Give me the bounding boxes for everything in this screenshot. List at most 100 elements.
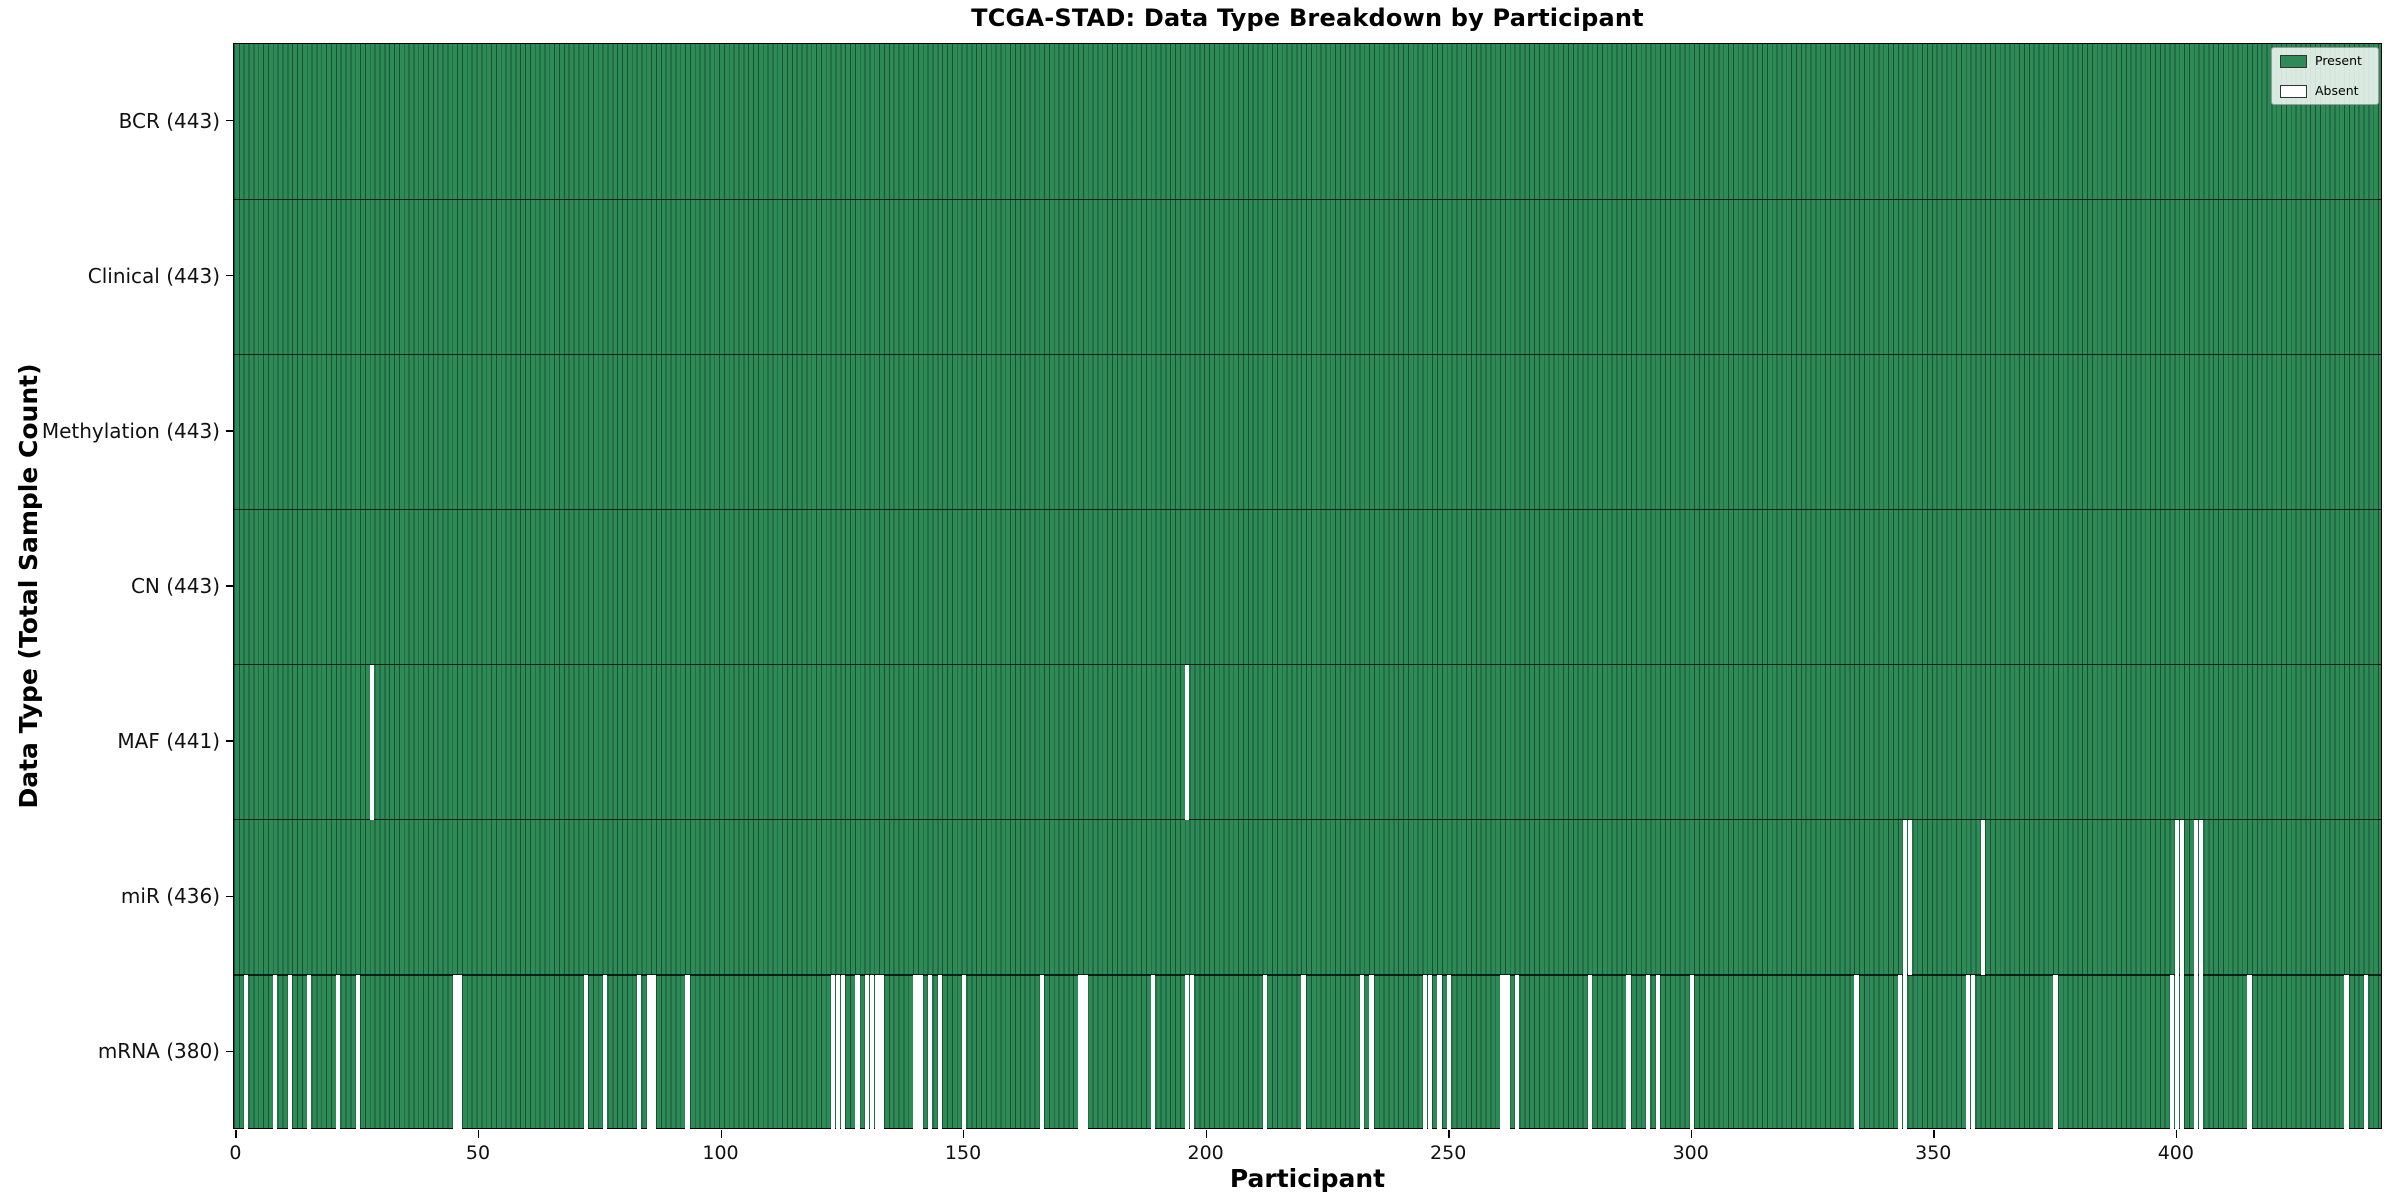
absent-bar: [287, 974, 292, 1130]
y-tick-mark: [226, 430, 234, 432]
absent-bar: [2053, 974, 2058, 1130]
absent-bar: [1505, 974, 1510, 1130]
y-tick-mark: [226, 119, 234, 122]
absent-bar: [2198, 974, 2204, 1130]
absent-bar: [2174, 974, 2179, 1130]
absent-bar: [2344, 974, 2349, 1130]
absent-bar: [2179, 819, 2184, 975]
absent-bar: [2198, 819, 2204, 975]
absent-bar: [869, 974, 875, 1130]
legend-label: Absent: [2315, 83, 2359, 99]
y-tick-mark: [226, 1050, 234, 1053]
legend-entry: Absent: [2280, 85, 2370, 98]
absent-bar: [355, 974, 360, 1130]
y-tick-label-BCR: BCR (443): [118, 108, 220, 133]
x-tick-mark: [1933, 1130, 1935, 1138]
x-tick-label: 300: [1672, 1142, 1709, 1164]
absent-bar: [840, 974, 845, 1130]
row-separator: [234, 508, 2381, 511]
y-tick-label-miR: miR (436): [120, 884, 220, 909]
x-tick-label: 0: [229, 1142, 242, 1164]
y-tick-mark: [226, 895, 234, 897]
absent-bar: [830, 974, 836, 1130]
absent-bar: [1422, 974, 1428, 1130]
legend-label: Present: [2315, 53, 2362, 69]
absent-bar: [1500, 974, 1505, 1130]
absent-bar: [1185, 664, 1190, 820]
absent-bar: [1587, 974, 1593, 1130]
absent-bar: [1083, 974, 1088, 1130]
legend-swatch-icon: [2280, 55, 2307, 68]
x-tick-mark: [1205, 1130, 1208, 1138]
row-separator: [234, 663, 2381, 666]
x-axis-label: Participant: [1229, 1164, 1386, 1193]
absent-bar: [1980, 819, 1985, 975]
absent-bar: [651, 974, 656, 1130]
absent-bar: [1898, 974, 1903, 1130]
y-tick-label-mRNA: mRNA (380): [97, 1039, 220, 1064]
y-tick-label-MAF: MAF (441): [117, 729, 220, 754]
absent-bar: [2169, 974, 2175, 1130]
row-separator: [234, 198, 2381, 200]
absent-bar: [2194, 974, 2199, 1130]
absent-bar: [1902, 819, 1908, 975]
absent-bar: [1655, 974, 1660, 1130]
absent-bar: [1514, 974, 1520, 1130]
legend-entry: Present: [2280, 55, 2370, 68]
absent-bar: [855, 974, 860, 1130]
x-tick-mark: [963, 1130, 965, 1138]
absent-bar: [1437, 974, 1442, 1130]
absent-bar: [864, 974, 870, 1130]
x-tick-label: 150: [944, 1142, 982, 1164]
absent-bar: [1970, 974, 1976, 1130]
absent-bar: [1078, 974, 1083, 1130]
absent-bar: [457, 974, 462, 1130]
absent-bar: [937, 974, 942, 1130]
absent-bar: [835, 974, 841, 1130]
x-tick-label: 350: [1915, 1142, 1952, 1164]
plot-area: [233, 43, 2382, 1130]
x-tick-label: 250: [1430, 1142, 1467, 1164]
y-tick-mark: [226, 740, 234, 742]
absent-bar: [1447, 974, 1452, 1130]
absent-bar: [1645, 974, 1651, 1130]
y-tick-label-Methylation: Methylation (443): [41, 418, 220, 443]
absent-bar: [2194, 819, 2199, 975]
absent-bar: [452, 974, 457, 1130]
y-tick-mark: [226, 585, 234, 587]
absent-bar: [273, 974, 278, 1130]
y-tick-mark: [226, 275, 234, 277]
absent-bar: [2247, 974, 2252, 1130]
absent-bar: [1262, 974, 1267, 1130]
absent-bar: [1039, 974, 1044, 1130]
x-tick-mark: [1448, 1130, 1450, 1138]
x-tick-label: 200: [1187, 1142, 1224, 1164]
x-tick-mark: [477, 1130, 480, 1138]
x-tick-mark: [720, 1130, 722, 1138]
y-axis-label-text: Data Type (Total Sample Count): [14, 363, 43, 809]
legend-swatch-icon: [2280, 85, 2307, 98]
absent-bar: [370, 664, 375, 820]
absent-bar: [879, 974, 884, 1130]
row-separator: [234, 974, 2381, 976]
absent-bar: [1301, 974, 1306, 1130]
absent-bar: [874, 974, 879, 1130]
y-tick-label-Clinical: Clinical (443): [87, 263, 220, 288]
absent-bar: [1966, 974, 1971, 1130]
absent-bar: [307, 974, 312, 1130]
absent-bar: [243, 974, 249, 1130]
absent-bar: [602, 974, 608, 1130]
absent-bar: [1185, 974, 1190, 1130]
absent-bar: [646, 974, 651, 1130]
absent-bar: [2363, 974, 2369, 1130]
x-tick-mark: [1690, 1130, 1693, 1138]
absent-bar: [1369, 974, 1374, 1130]
absent-bar: [1359, 974, 1365, 1130]
absent-bar: [636, 974, 642, 1130]
absent-bar: [1626, 974, 1631, 1130]
row-separator: [234, 819, 2381, 821]
absent-bar: [1854, 974, 1859, 1130]
absent-bar: [2174, 819, 2179, 975]
y-tick-label-CN: CN (443): [130, 574, 220, 598]
x-tick-mark: [235, 1130, 237, 1138]
